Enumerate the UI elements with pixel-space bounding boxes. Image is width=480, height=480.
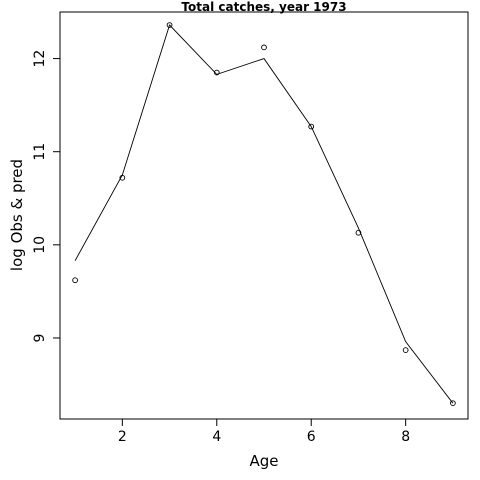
x-tick-label: 2 [118, 429, 127, 445]
x-tick-label: 4 [212, 429, 221, 445]
observed-point [402, 347, 409, 353]
y-tick-label: 9 [32, 334, 48, 343]
x-tick-label: 8 [401, 429, 410, 445]
x-tick-label: 6 [307, 429, 316, 445]
x-axis-label: Age [249, 452, 278, 470]
observed-point [450, 400, 456, 407]
chart-title: Total catches, year 1973 [181, 0, 346, 14]
y-tick-label: 12 [32, 50, 48, 68]
y-tick-label: 10 [32, 236, 48, 254]
observed-point [166, 22, 173, 28]
observed-point [261, 44, 267, 51]
plot-area [72, 22, 456, 407]
observed-point [308, 123, 315, 130]
x-axis: 2 4 6 8 [118, 418, 410, 445]
y-tick-label: 11 [32, 143, 48, 161]
y-axis: 9 10 11 12 [32, 50, 61, 343]
predicted-line [74, 24, 454, 404]
y-axis-label: log Obs & pred [8, 159, 26, 271]
observed-point [72, 277, 78, 284]
plot-frame [59, 11, 469, 420]
